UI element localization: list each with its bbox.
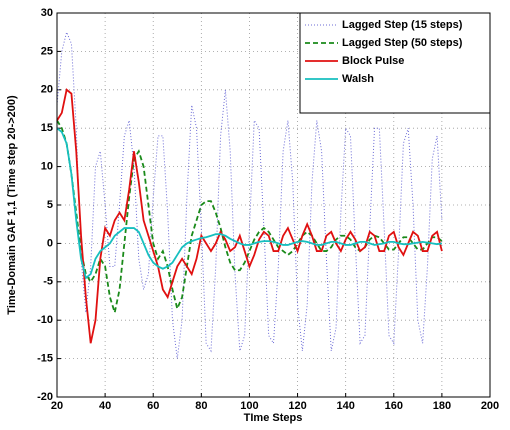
x-tick-label: 60 xyxy=(147,400,159,412)
series-line xyxy=(56,30,443,359)
y-tick-label: 25 xyxy=(41,45,53,57)
x-axis-label: TIme Steps xyxy=(244,412,303,424)
x-tick-label: 80 xyxy=(195,400,207,412)
y-axis-label: Time-Domain GAF 1,1 (Time step 20->200) xyxy=(6,95,18,315)
y-tick-label: 20 xyxy=(41,84,53,96)
y-tick-label: -20 xyxy=(37,391,53,403)
legend-label: Walsh xyxy=(342,73,374,85)
x-tick-label: 20 xyxy=(51,400,63,412)
y-tick-label: 30 xyxy=(41,7,53,19)
legend-label: Block Pulse xyxy=(342,55,404,67)
y-tick-label: 10 xyxy=(41,161,53,173)
y-tick-label: -5 xyxy=(43,276,53,288)
x-tick-label: 120 xyxy=(288,400,306,412)
x-tick-label: 200 xyxy=(481,400,499,412)
series-line xyxy=(56,120,443,317)
y-tick-label: -10 xyxy=(37,314,53,326)
y-tick-label: -15 xyxy=(37,353,53,365)
axes-frame xyxy=(56,12,491,398)
series-line xyxy=(56,127,443,280)
y-tick-label: 5 xyxy=(47,199,53,211)
legend-box xyxy=(299,12,491,114)
x-tick-label: 100 xyxy=(240,400,258,412)
y-tick-label: 0 xyxy=(47,237,53,249)
x-tick-label: 140 xyxy=(336,400,354,412)
series-line xyxy=(56,88,443,344)
x-tick-label: 180 xyxy=(433,400,451,412)
x-tick-label: 160 xyxy=(385,400,403,412)
x-tick-label: 40 xyxy=(99,400,111,412)
y-tick-label: 15 xyxy=(41,122,53,134)
legend-label: Lagged Step (15 steps) xyxy=(342,19,463,31)
legend-label: Lagged Step (50 steps) xyxy=(342,37,463,49)
